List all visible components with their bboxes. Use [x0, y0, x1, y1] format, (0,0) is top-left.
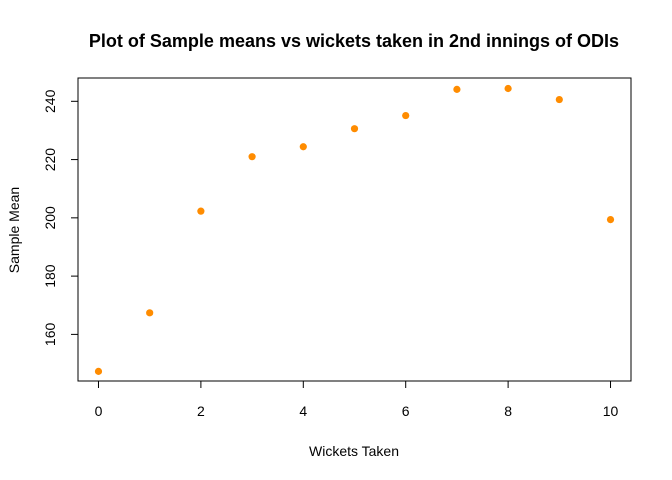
- data-point: [299, 143, 307, 151]
- y-tick-label: 180: [42, 264, 58, 288]
- data-point: [94, 367, 103, 375]
- data-point: [350, 125, 359, 133]
- chart-title: Plot of Sample means vs wickets taken in…: [89, 31, 619, 51]
- y-tick-label: 200: [42, 206, 58, 230]
- x-axis-label: Wickets Taken: [309, 443, 399, 459]
- data-point: [402, 111, 410, 120]
- data-point: [197, 207, 205, 215]
- x-tick-label: 10: [603, 403, 619, 419]
- x-tick-label: 8: [504, 403, 512, 419]
- y-tick-label: 220: [42, 148, 58, 172]
- y-axis-label: Sample Mean: [6, 187, 22, 273]
- y-tick-label: 240: [42, 89, 58, 113]
- x-tick-label: 4: [299, 403, 307, 419]
- data-points: [94, 84, 615, 375]
- x-tick-label: 0: [95, 403, 103, 419]
- data-point: [504, 84, 512, 93]
- plot-frame: [77, 77, 632, 382]
- x-tick-label: 2: [197, 403, 205, 419]
- y-tick-label: 160: [42, 322, 58, 346]
- data-point: [555, 95, 563, 104]
- x-tick-label: 6: [402, 403, 410, 419]
- data-point: [146, 309, 154, 317]
- data-point: [606, 215, 615, 224]
- y-axis: 160 180 200 220 240: [42, 89, 79, 346]
- x-axis: 0 2 4 6 8 10: [95, 380, 619, 419]
- data-point: [248, 153, 256, 161]
- data-point: [453, 85, 461, 93]
